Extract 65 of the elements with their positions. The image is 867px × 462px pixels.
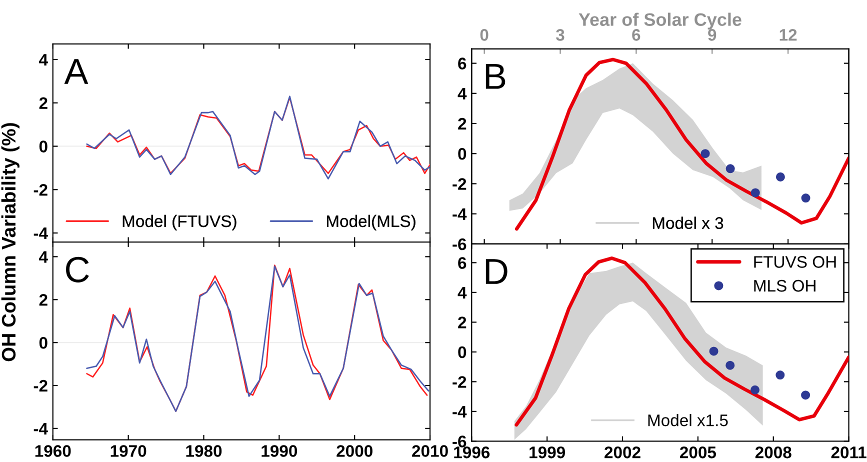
x-tick-label: 2002 <box>604 446 640 458</box>
point <box>700 149 710 158</box>
annotation: D <box>486 259 508 284</box>
y-tick-label: 4 <box>458 88 467 100</box>
y-tick-label: -2 <box>452 376 466 388</box>
y-tick-label: 2 <box>458 118 466 130</box>
point <box>750 385 760 394</box>
y-tick-label: 4 <box>458 287 467 298</box>
x-tick-label: 1996 <box>454 446 490 458</box>
x2-tick-label: 12 <box>780 29 797 41</box>
x2-tick-label: 3 <box>556 29 564 41</box>
line-series <box>514 58 849 231</box>
y-tick-label: 0 <box>458 346 466 358</box>
legend-label: FTUVS OH <box>754 256 836 268</box>
x-tick-label: 1980 <box>186 445 222 457</box>
legend-label: Model x 3 <box>652 216 724 229</box>
x-tick-label: 1999 <box>530 446 565 458</box>
x-tick-label: 1990 <box>262 445 298 457</box>
point <box>776 172 785 182</box>
y-tick-label: 0 <box>39 336 48 349</box>
point <box>750 188 760 198</box>
y-tick-label: -2 <box>34 380 48 392</box>
x2-axis-title: Year of Solar Cycle <box>578 12 742 30</box>
x-tick-label: 2005 <box>680 446 716 458</box>
x-tick-label: 2000 <box>336 445 372 457</box>
point <box>801 390 810 400</box>
legend-label: Model x1.5 <box>648 414 728 426</box>
point <box>726 360 735 370</box>
y-tick-label: -4 <box>452 208 467 220</box>
legend-label: Model(MLS) <box>326 214 416 230</box>
y-tick-label: -2 <box>452 178 466 190</box>
x-tick-label: 2010 <box>412 445 448 457</box>
line-series <box>514 256 849 427</box>
annotation: A <box>64 59 88 84</box>
y-axis-title: OH Column Variability (%) <box>1 123 20 362</box>
y-tick-label: -4 <box>34 228 48 240</box>
point <box>776 370 785 380</box>
y-tick-label: -4 <box>34 423 48 434</box>
legend-label: MLS OH <box>754 280 816 292</box>
point <box>801 194 810 203</box>
y-tick-label: 4 <box>39 251 48 263</box>
y-tick-label: -6 <box>452 238 466 250</box>
point <box>709 346 718 356</box>
y-tick-label: -2 <box>34 184 48 196</box>
x2-tick-label: 0 <box>480 29 488 41</box>
y-tick-label: 2 <box>39 97 48 109</box>
x-tick-label: 1970 <box>110 445 146 457</box>
y-tick-label: 6 <box>458 257 466 269</box>
annotation: B <box>486 64 506 89</box>
legend-label: Model (FTUVS) <box>122 214 236 230</box>
y-tick-label: 0 <box>458 148 466 160</box>
y-tick-label: 2 <box>458 316 466 328</box>
y-tick-label: -6 <box>452 436 466 448</box>
x-tick-label: 2011 <box>831 446 866 458</box>
y-tick-label: 2 <box>39 294 48 306</box>
x-tick-label: 1960 <box>35 445 71 457</box>
y-tick-label: 4 <box>39 54 48 66</box>
x2-tick-label: 9 <box>708 29 716 41</box>
x2-tick-label: 6 <box>632 29 640 41</box>
y-tick-label: 6 <box>458 58 466 70</box>
y-tick-label: 0 <box>39 140 48 152</box>
x-tick-label: 2008 <box>755 446 792 458</box>
y-tick-label: -4 <box>452 406 467 418</box>
point <box>726 164 735 174</box>
annotation: C <box>66 256 89 282</box>
